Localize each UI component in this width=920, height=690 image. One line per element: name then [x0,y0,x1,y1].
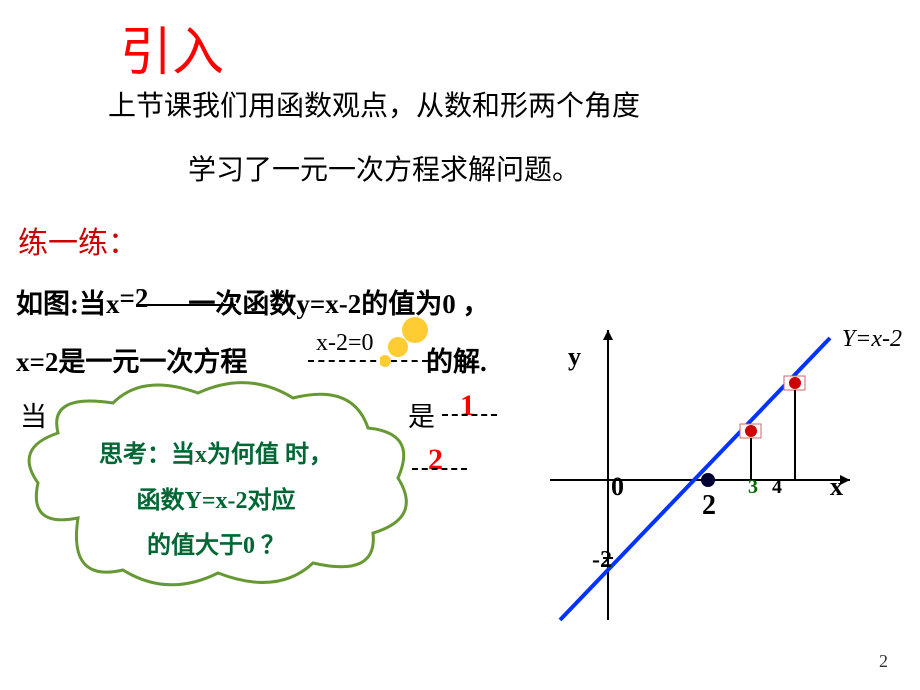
y-axis-label: y [568,342,581,372]
coordinate-graph [490,310,910,660]
intro-line-1: 上节课我们用函数观点，从数和形两个角度 [108,84,640,124]
q1-answer: =2 [120,283,149,313]
dashed-line-2 [412,468,467,470]
q2-answer: x-2=0 [316,330,374,357]
x-axis-label: x [830,472,843,502]
q1-prefix: 如图:当x [16,289,120,319]
dashed-line-1 [442,414,497,416]
slide-title: 引入 [120,10,224,85]
y-tick-neg2: -2 [592,547,612,574]
thought-bubbles [380,315,440,375]
intro-line-2: 学习了一元一次方程求解问题。 [188,148,580,188]
answer-value-2: 2 [428,443,443,477]
x-tick-3: 3 [748,476,758,499]
cloud-line-3: 的值大于0 ？ [66,524,366,570]
practice-label: 练一练： [18,218,138,262]
origin-label: 0 [611,472,624,502]
x-tick-2: 2 [702,490,716,522]
answer-value-1: 1 [460,389,475,423]
question-2: x=2是一元一次方程 [16,340,247,379]
x-tick-4: 4 [772,476,782,499]
q2-prefix: x=2是一元一次方程 [16,347,247,377]
underline-1 [146,304,236,306]
page-number: 2 [879,651,888,672]
function-label: Y=x-2 [842,326,902,353]
cloud-line-2: 函数Y=x-2对应 [66,479,366,525]
cloud-line-1: 思考：当x为何值 时， [66,433,366,479]
cloud-text: 思考：当x为何值 时， 函数Y=x-2对应 的值大于0 ？ [66,433,366,570]
